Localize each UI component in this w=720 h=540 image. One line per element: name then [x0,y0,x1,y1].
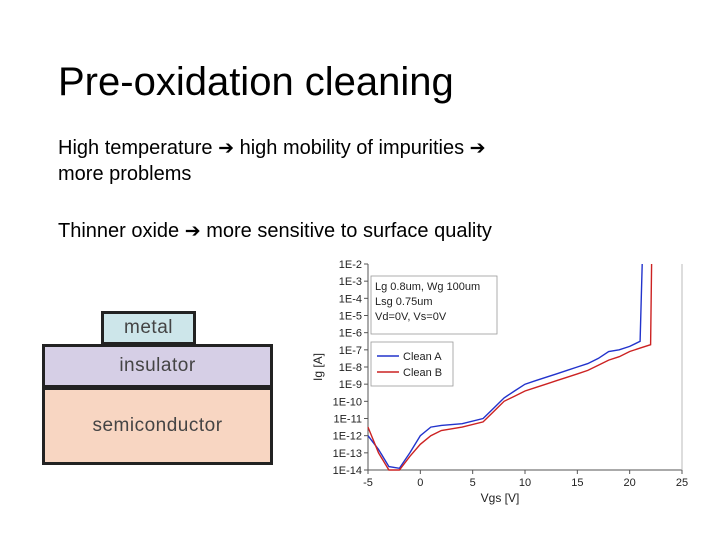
x-axis-label: Vgs [V] [481,491,520,505]
annotation-text: Vd=0V, Vs=0V [375,311,447,323]
bullet-temperature: High temperature ➔ high mobility of impu… [58,135,486,187]
legend-box [370,341,454,387]
insulator-layer: insulator [42,344,273,388]
gate-leakage-chart: 1E-2 1E-3 1E-4 1E-5 1E-6 1E-7 1E-8 1E-9 1E-10 1E-… [311,259,688,505]
y-tick-label: 1E-8 [339,362,362,374]
y-tick-label: 1E-2 [339,259,362,271]
legend-label: Clean A [403,351,442,363]
bullet-thinner-oxide: Thinner oxide ➔ more sensitive to surfac… [58,218,492,244]
y-tick-label: 1E-9 [339,379,362,391]
bullet1-text-3: more problems [58,163,192,185]
y-tick-label: 1E-7 [339,345,362,357]
y-tick-label: 1E-13 [333,448,362,460]
semiconductor-label: semiconductor [92,415,223,436]
bullet2-text-1: Thinner oxide [58,220,180,242]
x-tick-label: 20 [624,477,636,489]
bullet1-text-1: High temperature [58,137,213,159]
semiconductor-layer: semiconductor [42,387,273,465]
metal-label: metal [124,317,173,338]
x-tick-label: 0 [417,477,423,489]
y-tick-label: 1E-12 [333,431,362,443]
annotation-box [370,275,498,335]
right-arrow-icon: ➔ [184,220,201,242]
bullet2-text-2: more sensitive to surface quality [206,220,492,242]
series-line-0 [367,263,643,470]
bullet1-text-2: high mobility of impurities [239,137,465,159]
y-tick-label: 1E-6 [339,328,362,340]
insulator-label: insulator [119,355,196,376]
x-tick-label: 15 [571,477,583,489]
right-arrow-icon: ➔ [469,137,486,159]
slide-title: Pre-oxidation cleaning [58,60,454,104]
legend-label: Clean B [403,367,442,379]
y-tick-label: 1E-14 [333,465,362,477]
y-axis-label: Ig [A] [311,353,325,381]
x-tick-label: 25 [676,477,688,489]
y-tick-label: 1E-3 [339,276,362,288]
x-tick-label: 10 [519,477,531,489]
series-line-1 [367,263,653,471]
y-tick-label: 1E-5 [339,311,362,323]
metal-layer: metal [101,311,196,345]
y-tick-label: 1E-11 [333,414,362,426]
right-arrow-icon: ➔ [218,137,235,159]
y-tick-label: 1E-10 [333,396,362,408]
x-tick-label: -5 [363,477,373,489]
x-tick-label: 5 [470,477,476,489]
annotation-text: Lsg 0.75um [375,296,432,308]
y-tick-label: 1E-4 [339,293,362,305]
annotation-text: Lg 0.8um, Wg 100um [375,281,480,293]
